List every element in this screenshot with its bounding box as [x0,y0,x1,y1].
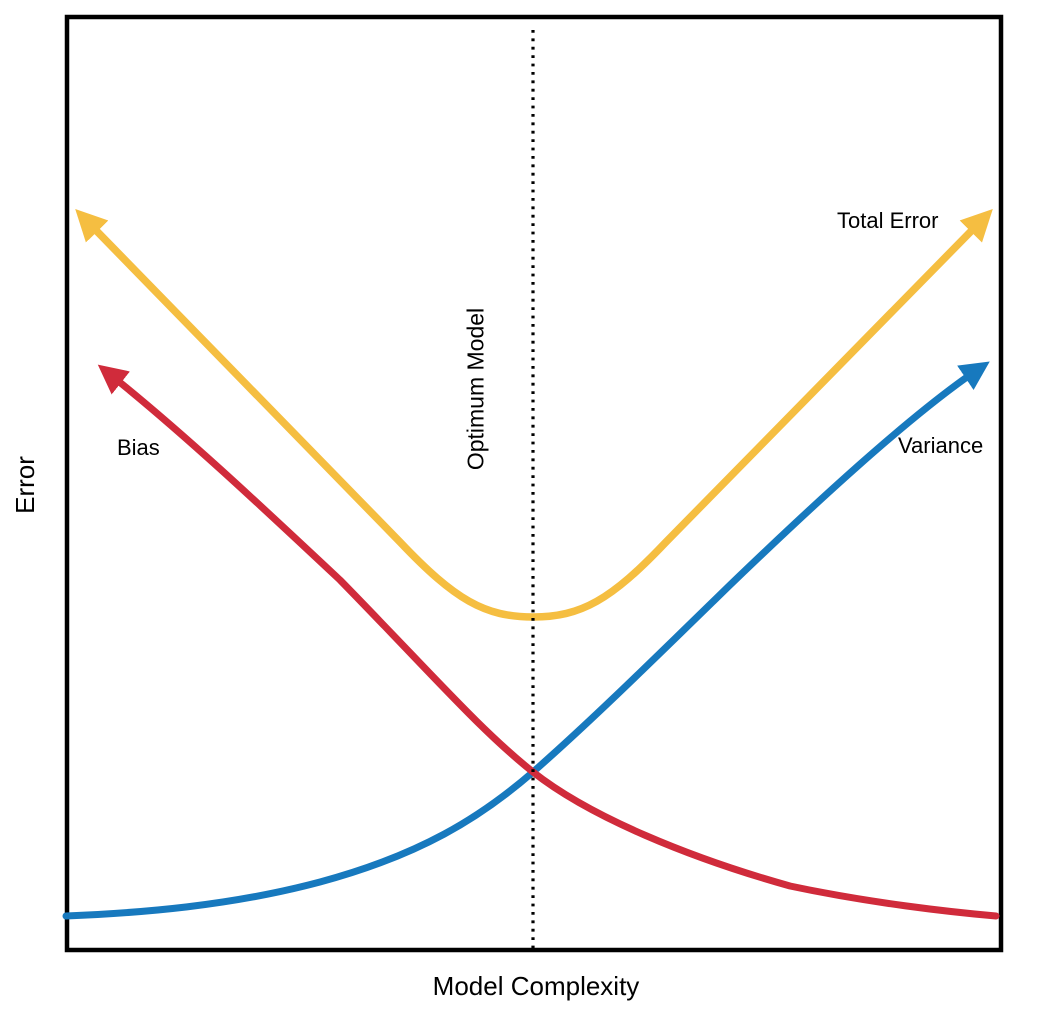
total-error-curve [75,208,993,621]
x-axis-label: Model Complexity [432,971,640,1001]
bias-curve [97,364,1000,920]
variance-curve [62,361,990,920]
plot-border [64,14,1004,953]
variance-curve-label: Variance [898,433,984,458]
bias-curve-label: Bias [117,435,160,460]
optimum-model-label: Optimum Model [462,307,489,471]
total-error-curve-label: Total Error [837,208,939,233]
y-axis-label: Error [10,456,40,514]
